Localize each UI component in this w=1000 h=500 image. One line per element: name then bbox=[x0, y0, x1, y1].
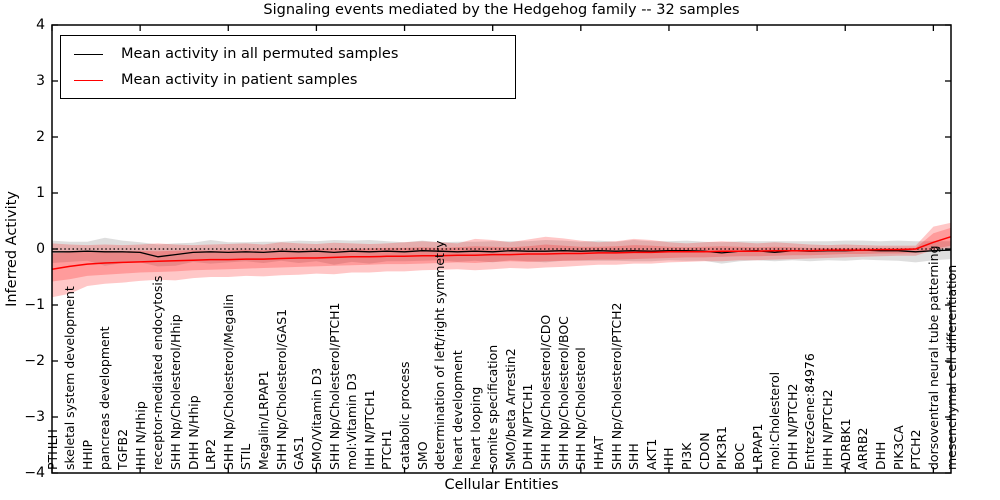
x-tick-label: SHH Np/Cholesterol/CDO bbox=[538, 314, 554, 470]
x-tick-label: heart development bbox=[449, 350, 465, 470]
y-tick-label: −3 bbox=[24, 409, 45, 425]
x-tick-label: mesenchymal cell differentiation bbox=[943, 264, 959, 470]
x-tick-label: SHH Np/Cholesterol/PTCH1 bbox=[326, 302, 342, 471]
x-tick-label: DHH bbox=[872, 441, 888, 470]
x-tick-label: GAS1 bbox=[291, 435, 307, 470]
x-tick-label: SHH Np/Cholesterol/Hhip bbox=[167, 314, 183, 470]
x-tick-label: catabolic process bbox=[397, 361, 413, 470]
x-tick-label: pancreas development bbox=[97, 326, 113, 470]
x-tick-label: heart looping bbox=[467, 386, 483, 470]
x-axis-label: Cellular Entities bbox=[444, 477, 559, 493]
x-tick-label: DHH N/PTCH1 bbox=[520, 383, 536, 470]
x-tick-label: SMO/Vitamin D3 bbox=[308, 367, 324, 470]
y-tick-label: 4 bbox=[36, 17, 45, 33]
x-tick-label: EntrezGene:84976 bbox=[802, 353, 818, 470]
x-tick-label: SHH Np/Cholesterol/Megalin bbox=[220, 294, 236, 470]
patient-sample-range-outer-band bbox=[52, 222, 951, 298]
y-tick-label: 2 bbox=[36, 129, 45, 145]
x-tick-label: HHIP bbox=[79, 439, 95, 470]
x-tick-label: PTCH1 bbox=[379, 429, 395, 470]
x-tick-label: DHH N/PTCH2 bbox=[784, 383, 800, 470]
x-tick-label: PIK3R1 bbox=[714, 425, 730, 470]
x-tick-label: IHH N/Hhip bbox=[132, 401, 148, 470]
legend: Mean activity in all permuted samples Mea… bbox=[60, 35, 516, 99]
x-tick-label: SHH Np/Cholesterol bbox=[573, 347, 589, 470]
y-tick-label: −4 bbox=[24, 465, 45, 481]
x-tick-label: BOC bbox=[731, 443, 747, 470]
x-tick-label: ADRBK1 bbox=[837, 418, 853, 470]
x-tick-label: SHH bbox=[626, 443, 642, 470]
patient-mean-line bbox=[51, 235, 952, 270]
x-tick-label: STIL bbox=[238, 443, 254, 470]
y-tick-label: 3 bbox=[36, 73, 45, 89]
x-tick-label: CDON bbox=[696, 432, 712, 470]
y-tick-label: −1 bbox=[24, 297, 45, 313]
x-tick-label: SHH Np/Cholesterol/PTCH2 bbox=[608, 302, 624, 471]
x-tick-label: PTHLH bbox=[44, 429, 60, 470]
legend-label: Mean activity in all permuted samples bbox=[121, 45, 399, 62]
x-tick-label: PIK3CA bbox=[890, 425, 906, 470]
x-tick-label: SHH Np/Cholesterol/BOC bbox=[555, 316, 571, 470]
x-tick-label: PTCH2 bbox=[908, 429, 924, 470]
legend-entry: Mean activity in patient samples bbox=[74, 71, 515, 90]
x-tick-label: AKT1 bbox=[643, 438, 659, 470]
y-tick-label: −2 bbox=[24, 353, 45, 369]
x-tick-label: mol:Cholesterol bbox=[767, 371, 783, 470]
x-tick-label: PI3K bbox=[679, 442, 695, 470]
y-tick-label: 1 bbox=[36, 185, 45, 201]
chart-title: Signaling events mediated by the Hedgeho… bbox=[263, 2, 740, 18]
x-tick-label: SHH Np/Cholesterol/GAS1 bbox=[273, 308, 289, 470]
x-tick-label: LRP2 bbox=[203, 438, 219, 470]
x-tick-label: IHH N/PTCH2 bbox=[820, 389, 836, 470]
legend-line-sample bbox=[74, 79, 103, 81]
x-tick-label: somite specification bbox=[485, 344, 501, 470]
x-tick-label: DHH N/Hhip bbox=[185, 395, 201, 470]
x-tick-label: IHH N/PTCH1 bbox=[361, 389, 377, 470]
x-tick-label: LRPAP1 bbox=[749, 423, 765, 470]
x-tick-label: Megalin/LRPAP1 bbox=[256, 370, 272, 470]
x-tick-label: HHAT bbox=[590, 435, 606, 470]
x-tick-label: receptor-mediated endocytosis bbox=[150, 275, 166, 470]
legend-line-sample bbox=[74, 53, 103, 55]
legend-label: Mean activity in patient samples bbox=[121, 71, 358, 88]
x-tick-label: SMO bbox=[414, 441, 430, 470]
x-tick-label: TGFB2 bbox=[115, 428, 130, 470]
x-tick-label: skeletal system development bbox=[62, 286, 78, 470]
x-tick-label: determination of left/right symmetry bbox=[432, 240, 448, 471]
legend-entry: Mean activity in all permuted samples bbox=[74, 45, 515, 64]
x-tick-label: IHH bbox=[661, 447, 677, 471]
x-tick-label: dorsoventral neural tube patterning bbox=[925, 245, 941, 471]
x-tick-label: mol:Vitamin D3 bbox=[344, 373, 360, 470]
x-tick-label: ARRB2 bbox=[855, 427, 871, 470]
y-tick-label: 0 bbox=[36, 241, 45, 257]
x-tick-label: SMO/beta Arrestin2 bbox=[502, 348, 518, 470]
